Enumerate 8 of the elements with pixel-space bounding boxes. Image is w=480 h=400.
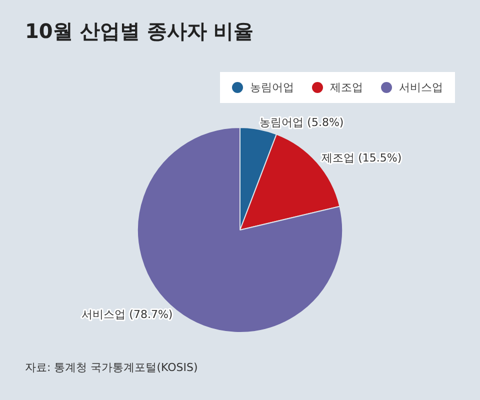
text: 자료: 통계청 국가통계포털(KOSIS) [25,360,198,375]
category-label: 제조업 (15.5%) [322,151,402,164]
category-label: 서비스업 (78.7%) [82,308,173,321]
category-label: 농림어업 (5.8%) [260,116,344,130]
legend-label: 농림어업 [250,80,294,95]
legend-label: 제조업 [330,80,363,95]
chart-title: 10월 산업별 종사자 비율 [25,18,254,45]
legend-label: 서비스업 [399,80,443,95]
